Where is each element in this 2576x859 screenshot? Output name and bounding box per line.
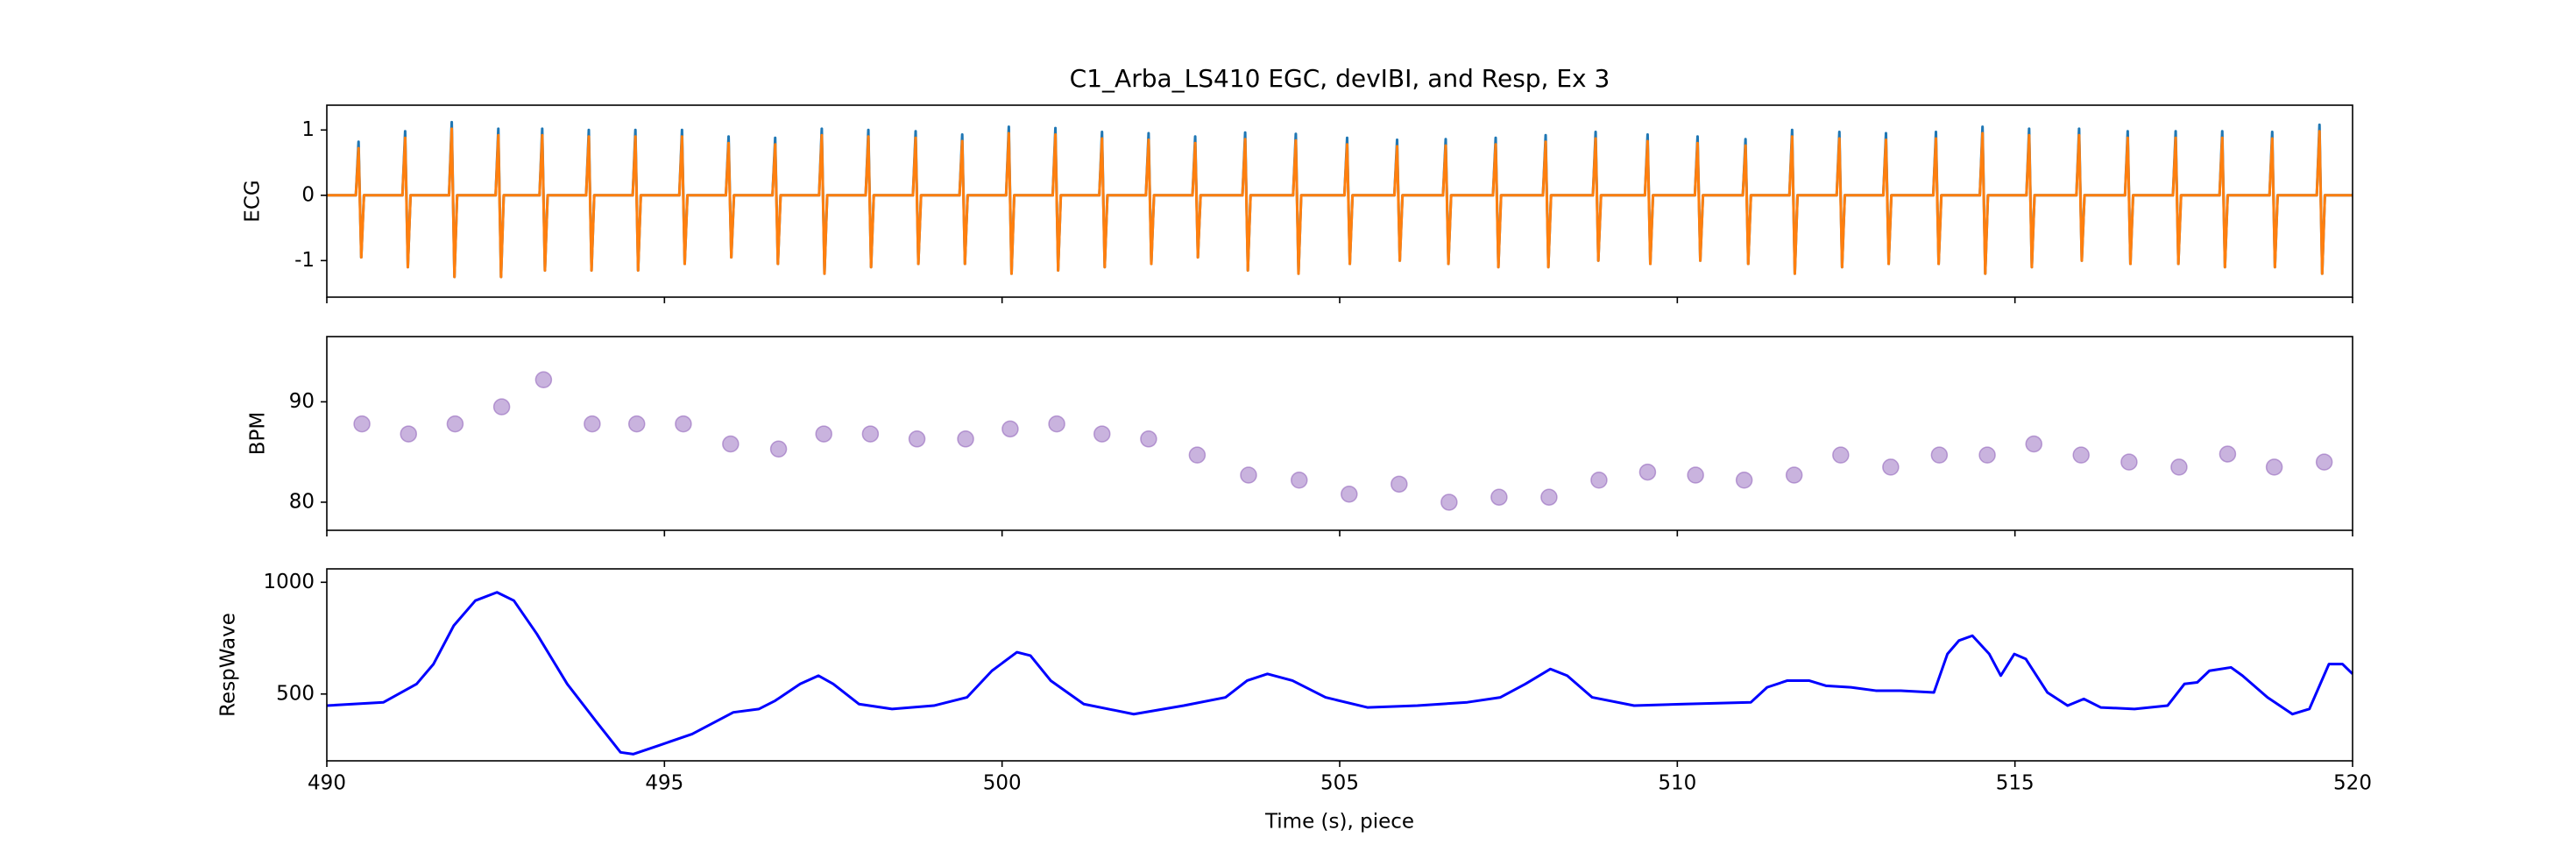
y-tick-label: 0 [301, 183, 315, 206]
plot-frame [326, 336, 2353, 531]
y-axis-label: BPM [247, 412, 270, 456]
y-axis-label: RespWave [217, 613, 240, 717]
scatter-point [492, 398, 511, 415]
scatter-point [400, 425, 418, 443]
scatter-point [627, 415, 646, 433]
x-tick-label: 500 [983, 772, 1022, 795]
x-tick-label: 510 [1658, 772, 1696, 795]
scatter-point [353, 415, 371, 433]
scatter-point [815, 425, 832, 443]
scatter-point [1785, 466, 1803, 484]
scatter-point [534, 371, 553, 388]
scatter-point [1341, 486, 1358, 503]
scatter-point [1882, 458, 1900, 476]
scatter-point [1490, 488, 1508, 506]
scatter-point [2170, 458, 2188, 476]
plot-frame [326, 568, 2353, 762]
x-tick-label: 515 [1996, 772, 2035, 795]
scatter-point [1001, 420, 1019, 438]
scatter-point [1093, 425, 1111, 443]
scatter-point [1735, 471, 1753, 489]
plot-frame [326, 104, 2353, 298]
y-tick-label: 1000 [263, 571, 315, 593]
x-axis-label: Time (s), piece [1264, 811, 1414, 834]
scatter-point [2265, 458, 2283, 476]
scatter-point [1391, 475, 1408, 493]
scatter-point [1930, 446, 1949, 464]
scatter-point [861, 425, 880, 443]
y-axis-label: ECG [242, 180, 265, 222]
scatter-point [1540, 488, 1558, 506]
scatter-point [446, 415, 464, 433]
line-series [326, 591, 2354, 756]
x-tick-label: 495 [645, 772, 683, 795]
scatter-point [1140, 430, 1157, 448]
scatter-point [2025, 435, 2042, 453]
scatter-point [2219, 445, 2237, 463]
x-tick-label: 505 [1320, 772, 1359, 795]
chart-title: C1_Arba_LS410 EGC, devIBI, and Resp, Ex … [1070, 64, 1610, 93]
scatter-point [1188, 446, 1207, 464]
scatter-point [1978, 446, 1996, 464]
scatter-point [722, 435, 740, 453]
scatter-point [584, 415, 601, 433]
y-tick-label: 80 [289, 490, 315, 513]
line-series [327, 127, 2353, 279]
y-tick-label: 90 [289, 390, 315, 413]
y-tick-label: 1 [301, 118, 315, 141]
x-tick-label: 490 [308, 772, 346, 795]
scatter-point [908, 430, 926, 448]
scatter-point [1240, 466, 1257, 484]
scatter-point [1440, 493, 1458, 511]
scatter-point [1590, 471, 1608, 489]
y-tick-label: 500 [276, 682, 315, 705]
scatter-point [769, 440, 788, 458]
scatter-point [675, 415, 692, 433]
scatter-point [957, 430, 974, 448]
scatter-point [2072, 446, 2090, 464]
scatter-point [2120, 453, 2138, 471]
y-tick-label: -1 [294, 249, 315, 272]
scatter-point [1291, 471, 1308, 489]
scatter-point [1687, 466, 1704, 484]
scatter-point [1048, 415, 1065, 433]
scatter-point [2315, 453, 2333, 471]
scatter-point [1638, 463, 1657, 481]
x-tick-label: 520 [2333, 772, 2372, 795]
scatter-point [1832, 446, 1850, 464]
